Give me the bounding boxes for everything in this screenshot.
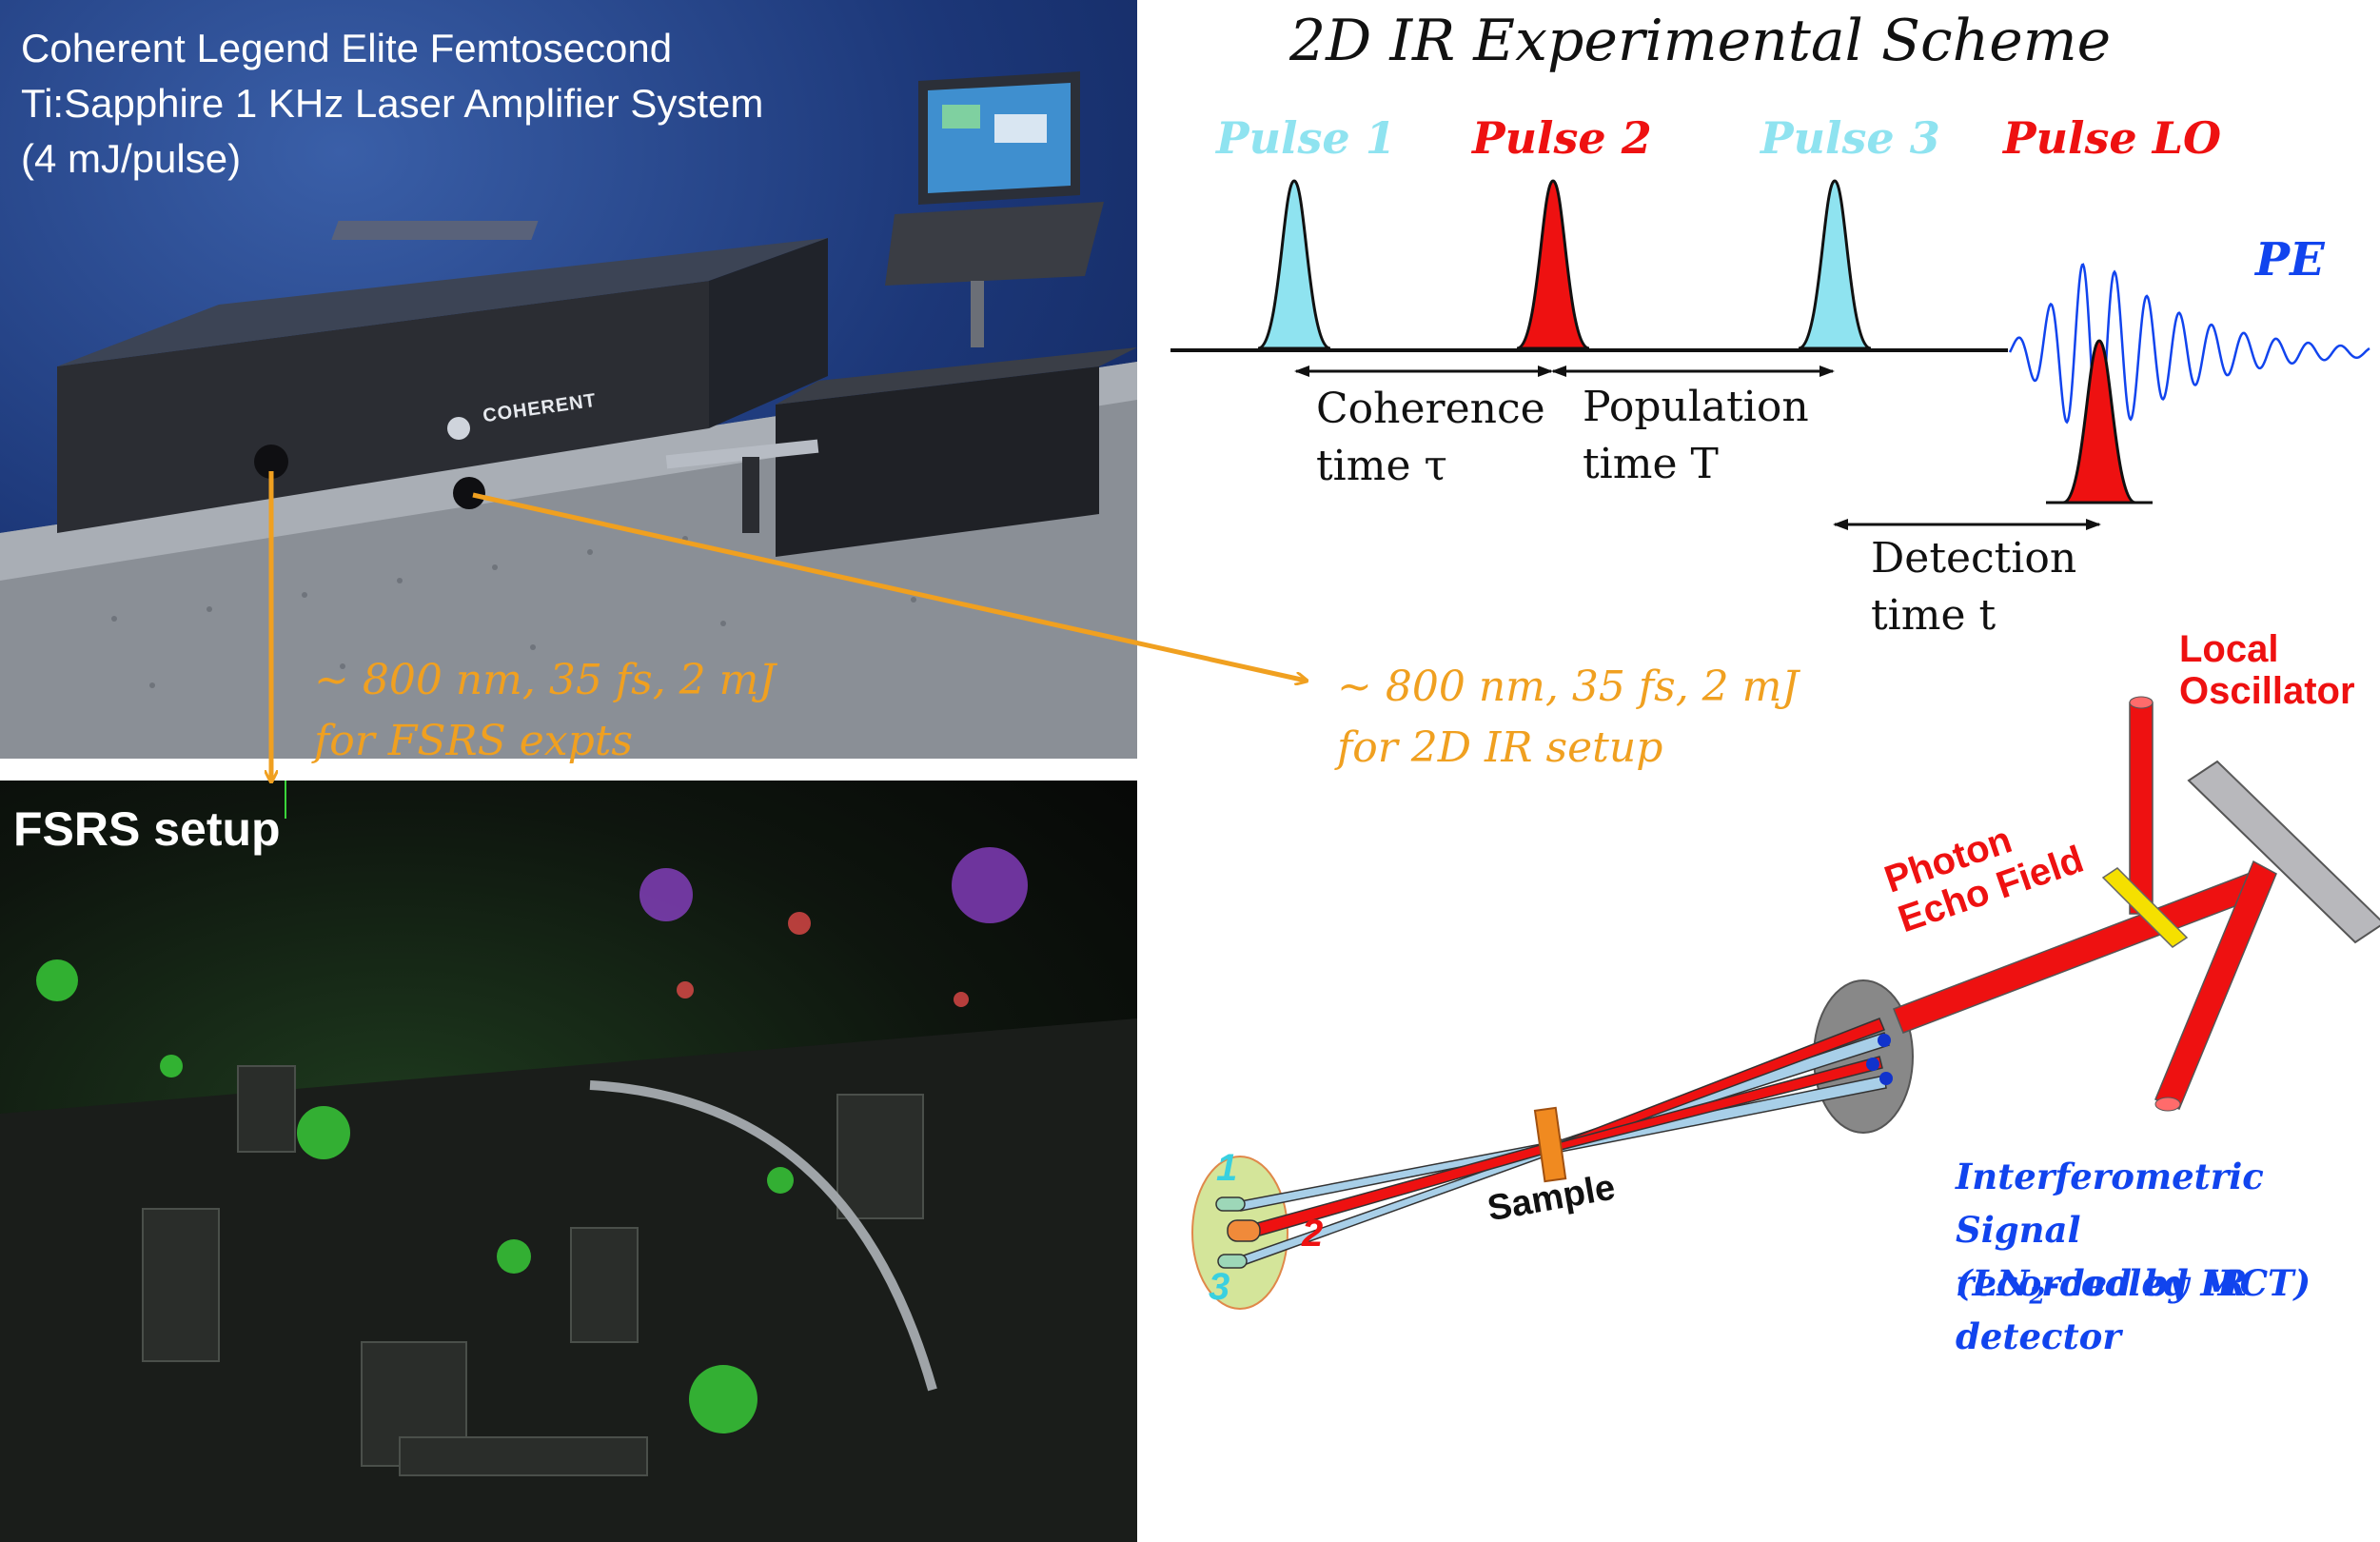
- fsrs-caption: FSRS setup: [13, 802, 281, 856]
- scheme-title: 2D IR Experimental Scheme: [1289, 8, 2112, 74]
- pulse-1-label: Pulse 1: [1216, 112, 1396, 164]
- fsrs-setup-illustration: [0, 781, 1137, 1542]
- beamsplitter: [2101, 867, 2189, 948]
- sample-cuvette: [1533, 1106, 1567, 1183]
- pulse-1-shape: [1257, 179, 1331, 350]
- photon-echo-wave: [2008, 263, 2370, 449]
- local-oscillator-label: Local Oscillator: [2179, 628, 2355, 712]
- beam-1-label: 1: [1216, 1147, 1238, 1189]
- laser-amplifier-photo: [0, 0, 1137, 759]
- pulse-3-shape: [1798, 179, 1872, 350]
- pulse-2-shape: [1516, 179, 1590, 350]
- pulse-lo-label: Pulse LO: [2003, 112, 2222, 164]
- fsrs-setup-photo: [0, 781, 1137, 1542]
- beam-3-label: 3: [1209, 1266, 1230, 1308]
- pulse-lo-shape: [2062, 339, 2136, 504]
- signal-beam: [2154, 860, 2277, 1110]
- detection-time-label: Detection time t: [1871, 534, 2077, 640]
- coherence-time-label: Coherence time τ: [1316, 385, 1545, 490]
- mirror: [2187, 760, 2380, 944]
- 2dir-beam-arrow: [472, 492, 1306, 681]
- 2dir-beam-label: ~ 800 nm, 35 fs, 2 mJ for 2D IR setup: [1337, 662, 1800, 772]
- interferometric-signal-label: Interferometric Signal recorded by IR de…: [1956, 1156, 2264, 1357]
- lo-beam: [2129, 702, 2154, 915]
- amplifier-caption: Coherent Legend Elite Femtosecond Ti:Sap…: [21, 26, 764, 181]
- fsrs-beam-label: ~ 800 nm, 35 fs, 2 mJ for FSRS expts: [314, 656, 777, 765]
- pulse-2-label: Pulse 2: [1472, 112, 1652, 164]
- population-time-label: Population time T: [1583, 383, 1809, 488]
- beam-2-label: 2: [1302, 1213, 1324, 1255]
- pulse-3-label: Pulse 3: [1760, 112, 1940, 164]
- detector-label: (LN2-cooled MCT): [1956, 1262, 2311, 1310]
- laser-amplifier-illustration: [0, 71, 1137, 759]
- pe-label: PE: [2255, 233, 2325, 287]
